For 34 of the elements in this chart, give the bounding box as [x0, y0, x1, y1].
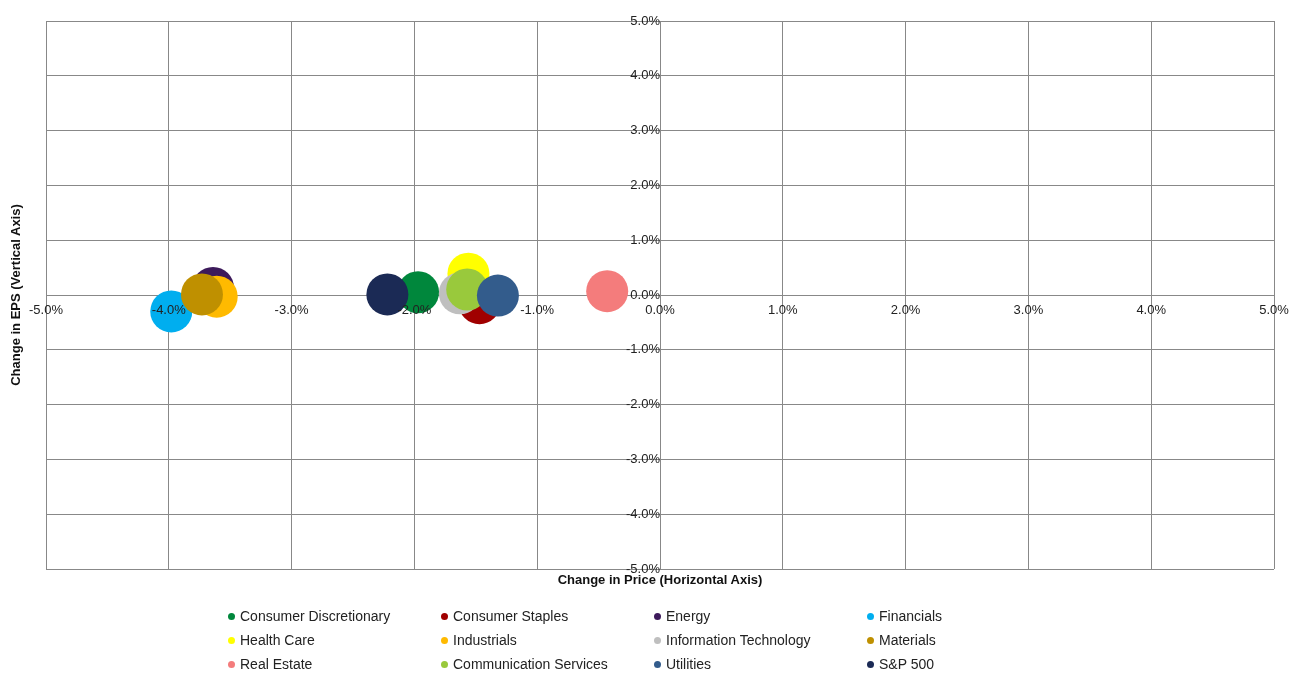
y-tick-label: -5.0% [626, 560, 661, 576]
legend-label: Energy [666, 608, 711, 624]
x-tick-label: 4.0% [1136, 301, 1167, 317]
y-tick-label: 1.0% [630, 231, 661, 247]
x-tick-label: -3.0% [274, 301, 310, 317]
x-tick-label: 1.0% [767, 301, 799, 317]
x-tick-label: -1.0% [520, 301, 555, 317]
y-tick-label: 3.0% [630, 122, 661, 138]
y-tick-label: -3.0% [626, 450, 661, 466]
legend-label: Materials [879, 632, 936, 648]
legend-label: Health Care [240, 632, 315, 648]
x-tick-label: -4.0% [151, 301, 187, 317]
y-tick-label: -2.0% [626, 396, 661, 412]
y-tick-label: 4.0% [630, 67, 661, 83]
x-tick-label: -5.0% [29, 301, 64, 317]
x-tick-label: 3.0% [1013, 301, 1044, 317]
x-tick-label: 2.0% [890, 301, 921, 317]
legend-label: S&P 500 [879, 656, 935, 672]
y-tick-label: 2.0% [630, 176, 661, 192]
legend-label: Utilities [666, 656, 712, 672]
legend-label: Consumer Staples [453, 608, 569, 624]
legend-label: Communication Services [453, 656, 608, 672]
y-axis-title: Change in EPS (Vertical Axis) [7, 204, 23, 386]
legend-label: Real Estate [240, 656, 313, 672]
y-tick-label: 0.0% [630, 286, 661, 302]
x-tick-label: 5.0% [1259, 301, 1290, 317]
legend-label: Information Technology [666, 632, 811, 648]
legend-label: Industrials [453, 632, 517, 648]
legend-label: Financials [879, 608, 943, 624]
y-tick-label: -1.0% [626, 341, 661, 357]
x-tick-label: 0.0% [645, 301, 676, 317]
y-tick-label: -4.0% [626, 505, 661, 521]
y-tick-label: 5.0% [630, 12, 661, 28]
legend-label: Consumer Discretionary [240, 608, 391, 624]
